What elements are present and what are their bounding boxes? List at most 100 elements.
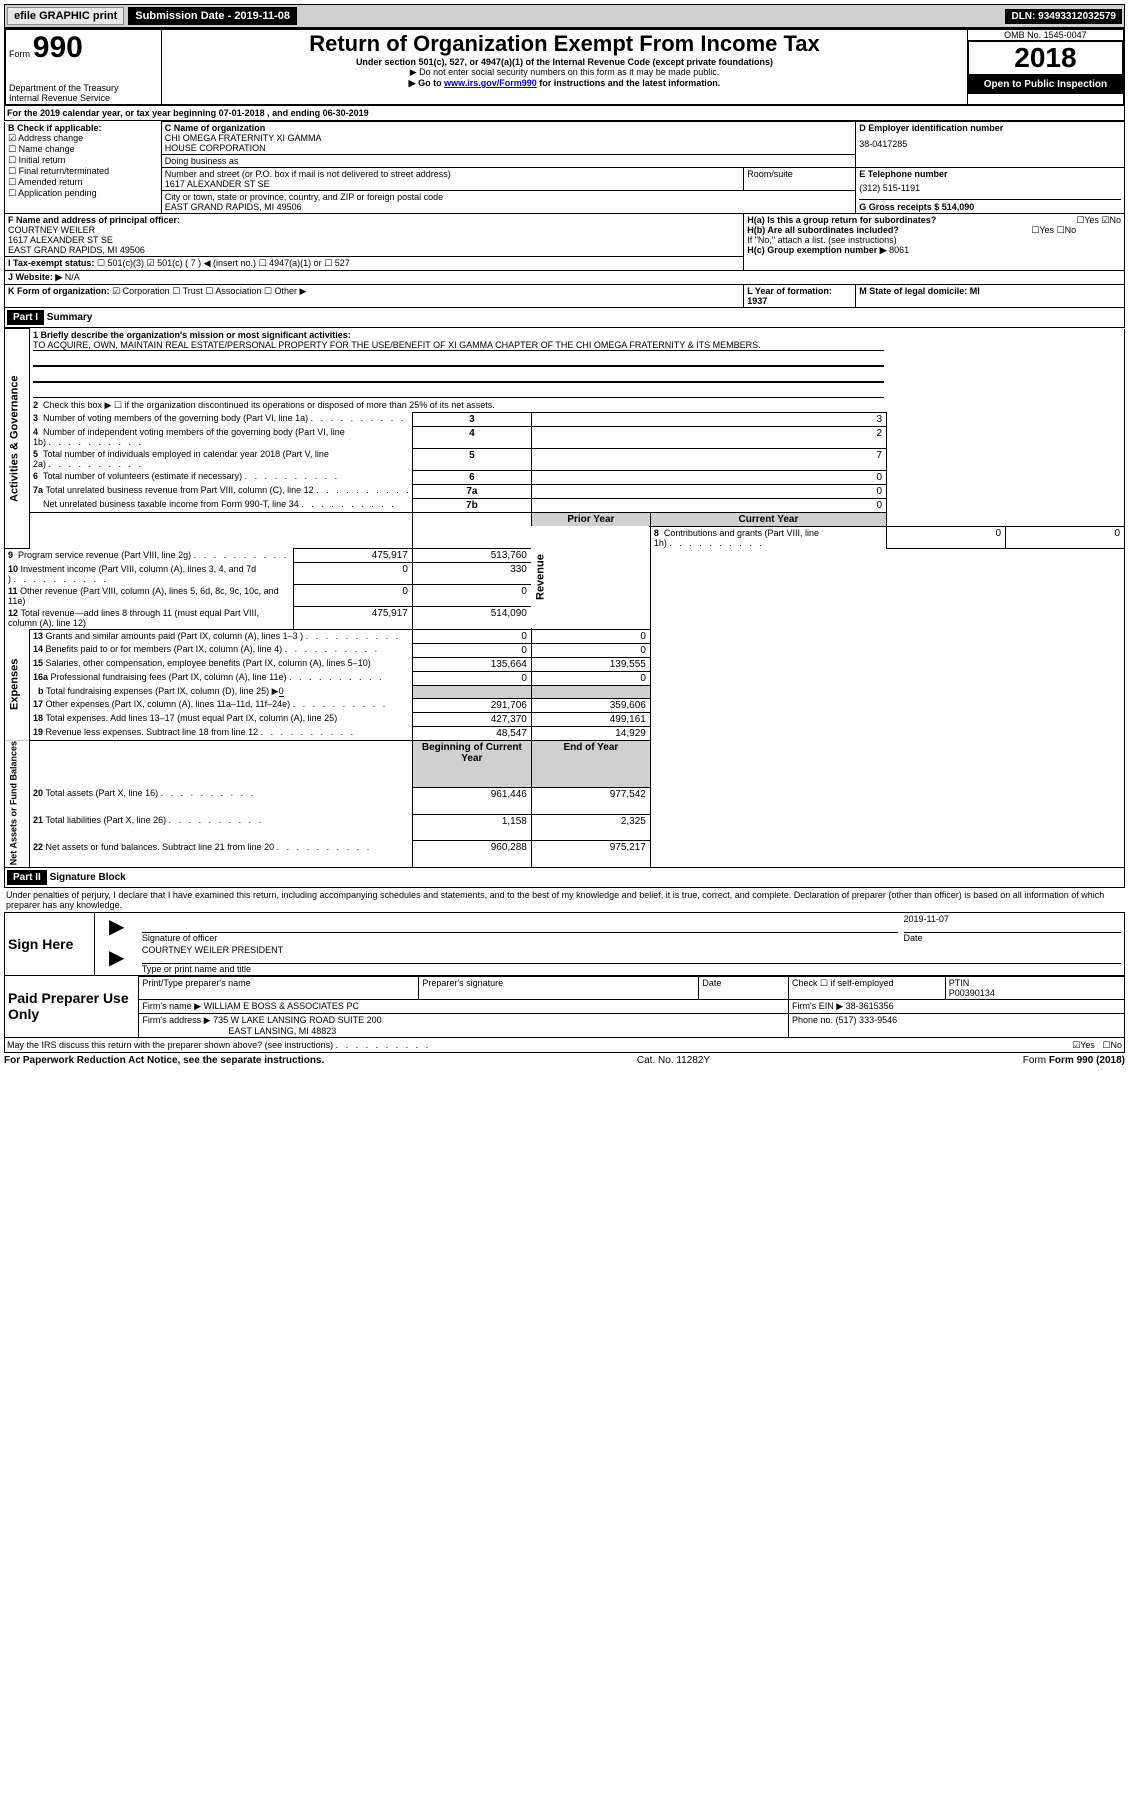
- form-header: Form 990 Department of the Treasury Inte…: [4, 28, 1125, 106]
- officer-name: COURTNEY WEILER: [8, 225, 740, 235]
- footer-left: For Paperwork Reduction Act Notice, see …: [4, 1055, 324, 1066]
- phone-value: (312) 515-1191: [859, 183, 1121, 193]
- hb-note: If "No," attach a list. (see instruction…: [747, 235, 1121, 245]
- efile-print-button[interactable]: efile GRAPHIC print: [7, 7, 124, 25]
- col-beginning: Beginning of Current Year: [412, 740, 531, 787]
- sign-here-block: Sign Here ▶ Signature of officer 2019-11…: [4, 912, 1125, 976]
- line10-current: 330: [412, 563, 531, 585]
- sig-date-label: Date: [904, 933, 1122, 943]
- line12-text: Total revenue—add lines 8 through 11 (mu…: [8, 608, 259, 628]
- line17-prior: 291,706: [412, 698, 531, 712]
- line16a-current: 0: [531, 671, 650, 685]
- hb-no[interactable]: ☐: [1057, 226, 1065, 236]
- line14-current: 0: [531, 643, 650, 657]
- irs-link[interactable]: www.irs.gov/Form990: [444, 78, 537, 88]
- k-trust[interactable]: ☐: [172, 287, 180, 297]
- ha-label: H(a) Is this a group return for subordin…: [747, 215, 936, 225]
- k-corp[interactable]: ☑: [112, 287, 120, 297]
- i-527[interactable]: ☐: [324, 259, 332, 269]
- line21-end: 2,325: [531, 814, 650, 841]
- checkbox-app-pending[interactable]: ☐: [8, 189, 16, 199]
- line14-prior: 0: [412, 643, 531, 657]
- mission-text: TO ACQUIRE, OWN, MAINTAIN REAL ESTATE/PE…: [33, 340, 884, 350]
- line13-current: 0: [531, 629, 650, 643]
- firm-phone: (517) 333-9546: [836, 1015, 898, 1025]
- line16b-text: Total fundraising expenses (Part IX, col…: [46, 686, 279, 696]
- note-ssn: ▶ Do not enter social security numbers o…: [165, 67, 964, 78]
- paid-preparer-block: Paid Preparer Use Only Print/Type prepar…: [4, 976, 1125, 1038]
- paid-preparer-label: Paid Preparer Use Only: [5, 976, 139, 1037]
- line9-text: Program service revenue (Part VIII, line…: [18, 550, 286, 560]
- g-gross-receipts: G Gross receipts $ 514,090: [859, 199, 1121, 212]
- part1-num: Part I: [7, 310, 44, 325]
- line3-value: 3: [531, 412, 886, 426]
- k-assoc[interactable]: ☐: [205, 287, 213, 297]
- line15-prior: 135,664: [412, 657, 531, 671]
- form-subtitle: Under section 501(c), 527, or 4947(a)(1)…: [165, 57, 964, 67]
- d-ein-label: D Employer identification number: [859, 123, 1121, 133]
- line13-prior: 0: [412, 629, 531, 643]
- prep-self-employed[interactable]: Check ☐ if self-employed: [788, 976, 945, 999]
- checkbox-addr-change[interactable]: ☑: [8, 134, 16, 144]
- form-label: Form: [9, 49, 30, 59]
- street-label: Number and street (or P.O. box if mail i…: [165, 169, 740, 179]
- checkbox-initial[interactable]: ☐: [8, 156, 16, 166]
- i-4947[interactable]: ☐: [259, 259, 267, 269]
- line20-text: Total assets (Part X, line 16): [46, 788, 254, 798]
- line10-text: Investment income (Part VIII, column (A)…: [8, 564, 256, 584]
- dln-label: DLN: 93493312032579: [1005, 9, 1122, 24]
- discuss-yes[interactable]: ☑: [1072, 1041, 1080, 1051]
- form-title: Return of Organization Exempt From Incom…: [165, 31, 964, 57]
- col-end: End of Year: [531, 740, 650, 787]
- officer-name-title: COURTNEY WEILER PRESIDENT: [142, 945, 1121, 964]
- ptin-value: P00390134: [949, 988, 1121, 998]
- omb-number: OMB No. 1545-0047: [968, 30, 1123, 41]
- i-501c[interactable]: ☑: [147, 259, 155, 269]
- line16b-value: 0: [279, 686, 284, 697]
- line19-text: Revenue less expenses. Subtract line 18 …: [46, 727, 354, 737]
- line18-prior: 427,370: [412, 712, 531, 726]
- line16a-text: Professional fundraising fees (Part IX, …: [51, 672, 382, 682]
- street-value: 1617 ALEXANDER ST SE: [165, 179, 740, 189]
- submission-date: Submission Date - 2019-11-08: [128, 7, 297, 25]
- line22-text: Net assets or fund balances. Subtract li…: [46, 842, 370, 852]
- j-website-label: J Website: ▶: [8, 272, 62, 282]
- k-other[interactable]: ☐: [264, 287, 272, 297]
- line11-prior: 0: [293, 585, 412, 607]
- hc-value: 8061: [889, 245, 909, 255]
- side-net-assets: Net Assets or Fund Balances: [5, 740, 30, 867]
- dba-label: Doing business as: [165, 156, 239, 166]
- f-officer-label: F Name and address of principal officer:: [8, 215, 740, 225]
- firm-ein: 38-3615356: [846, 1001, 894, 1011]
- mission-question: 1 Briefly describe the organization's mi…: [33, 330, 884, 340]
- checkbox-name-change[interactable]: ☐: [8, 145, 16, 155]
- firm-phone-label: Phone no.: [792, 1015, 833, 1025]
- note-goto-post: for instructions and the latest informat…: [537, 78, 721, 88]
- officer-city: EAST GRAND RAPIDS, MI 49506: [8, 245, 740, 255]
- ein-value: 38-0417285: [859, 139, 1121, 149]
- discuss-question: May the IRS discuss this return with the…: [7, 1040, 428, 1050]
- line7a-value: 0: [531, 484, 886, 498]
- line17-current: 359,606: [531, 698, 650, 712]
- hb-label: H(b) Are all subordinates included?: [747, 225, 899, 235]
- firm-name-label: Firm's name ▶: [142, 1001, 201, 1011]
- line15-text: Salaries, other compensation, employee b…: [46, 658, 371, 668]
- e-phone-label: E Telephone number: [859, 169, 1121, 179]
- city-value: EAST GRAND RAPIDS, MI 49506: [165, 202, 852, 212]
- line8-text: Contributions and grants (Part VIII, lin…: [654, 528, 819, 548]
- side-revenue: Revenue: [531, 526, 650, 629]
- l-year-formation: L Year of formation: 1937: [744, 285, 856, 308]
- page-footer: For Paperwork Reduction Act Notice, see …: [4, 1053, 1125, 1066]
- ha-yes[interactable]: ☐: [1076, 216, 1084, 226]
- line15-current: 139,555: [531, 657, 650, 671]
- checkbox-amended[interactable]: ☐: [8, 178, 16, 188]
- checkbox-final[interactable]: ☐: [8, 167, 16, 177]
- city-label: City or town, state or province, country…: [165, 192, 852, 202]
- dept-treasury: Department of the Treasury Internal Reve…: [9, 83, 158, 103]
- line6-text: Total number of volunteers (estimate if …: [43, 471, 337, 481]
- footer-mid: Cat. No. 11282Y: [637, 1055, 710, 1066]
- ptin-label: PTIN: [949, 978, 1121, 988]
- name-title-label: Type or print name and title: [142, 964, 1121, 974]
- i-501c3[interactable]: ☐: [97, 259, 105, 269]
- line7a-text: Total unrelated business revenue from Pa…: [46, 485, 409, 495]
